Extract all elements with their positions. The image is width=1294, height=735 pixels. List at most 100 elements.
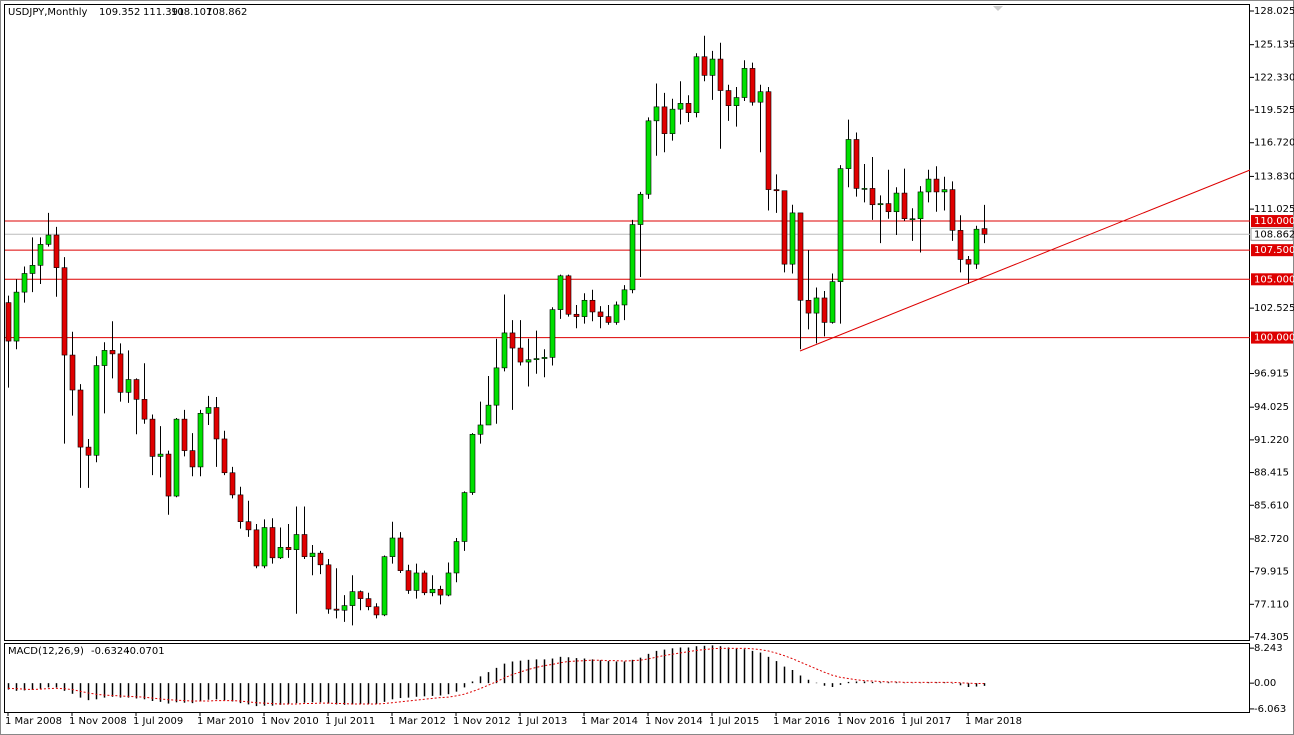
candle-body bbox=[261, 527, 268, 567]
y-tick-label: 74.305 bbox=[1254, 632, 1289, 643]
header-high: 111.391 bbox=[143, 7, 184, 18]
x-tick-label: 1 Jul 2017 bbox=[901, 716, 951, 727]
candle-body bbox=[653, 106, 660, 122]
current-price-box bbox=[1250, 227, 1294, 241]
candle-body bbox=[461, 492, 468, 542]
candle-body bbox=[933, 178, 940, 193]
y-tick-label: 96.915 bbox=[1254, 369, 1289, 380]
x-tick-label: 1 Nov 2014 bbox=[645, 716, 703, 727]
candle-body bbox=[565, 275, 572, 315]
y-tick-label: 82.720 bbox=[1254, 534, 1289, 545]
header-open: 109.352 bbox=[99, 7, 140, 18]
candle-body bbox=[149, 418, 156, 457]
candle-body bbox=[717, 58, 724, 91]
candle-body bbox=[229, 472, 236, 496]
candle-body bbox=[405, 570, 412, 591]
y-tick-label: 128.025 bbox=[1254, 6, 1294, 17]
candle-body bbox=[981, 228, 988, 235]
candle-body bbox=[517, 347, 524, 363]
candle-body bbox=[541, 357, 548, 359]
y-tick-label: 88.415 bbox=[1254, 468, 1289, 479]
candle-body bbox=[925, 178, 932, 193]
candle-body bbox=[621, 289, 628, 306]
candle-body bbox=[901, 192, 908, 220]
candle-body bbox=[965, 259, 972, 265]
candle-body bbox=[509, 332, 516, 349]
candle-body bbox=[421, 572, 428, 594]
candle-body bbox=[389, 537, 396, 557]
candle-body bbox=[821, 297, 828, 323]
y-tick-label: 122.330 bbox=[1254, 72, 1294, 83]
x-tick-label: 1 Nov 2012 bbox=[453, 716, 511, 727]
candle-body bbox=[573, 313, 580, 317]
candle-body bbox=[365, 598, 372, 608]
candle-body bbox=[805, 299, 812, 314]
y-tick-label: 111.025 bbox=[1254, 204, 1294, 215]
x-tick-label: 1 Mar 2016 bbox=[773, 716, 830, 727]
candle-body bbox=[205, 407, 212, 414]
candle-body bbox=[853, 139, 860, 189]
candle-body bbox=[13, 291, 20, 342]
candle-body bbox=[677, 103, 684, 110]
candle-body bbox=[797, 212, 804, 301]
candle-body bbox=[589, 299, 596, 313]
candle-body bbox=[333, 608, 340, 611]
candle-body bbox=[285, 547, 292, 550]
candle-body bbox=[429, 588, 436, 594]
candle-body bbox=[189, 450, 196, 468]
candle-body bbox=[773, 189, 780, 192]
candle-body bbox=[693, 56, 700, 113]
x-tick-label: 1 Jul 2013 bbox=[517, 716, 567, 727]
candle-body bbox=[269, 527, 276, 559]
candle-body bbox=[893, 192, 900, 213]
level-label: 100.000 bbox=[1254, 333, 1294, 344]
header-close: 108.862 bbox=[206, 7, 247, 18]
candle-body bbox=[381, 556, 388, 616]
candle-body bbox=[117, 353, 124, 393]
y-tick-label: 94.025 bbox=[1254, 402, 1289, 413]
candle-body bbox=[77, 389, 84, 448]
level-label: 110.000 bbox=[1254, 216, 1294, 227]
candle-body bbox=[829, 281, 836, 323]
x-tick-label: 1 Mar 2012 bbox=[389, 716, 446, 727]
candle-body bbox=[69, 354, 76, 391]
candle-body bbox=[125, 379, 132, 393]
candle-body bbox=[341, 605, 348, 611]
candle-body bbox=[669, 108, 676, 134]
candle-body bbox=[845, 139, 852, 169]
candle-body bbox=[789, 212, 796, 265]
level-label-box bbox=[1251, 273, 1293, 286]
candle-body bbox=[29, 265, 36, 274]
x-tick-label: 1 Mar 2018 bbox=[965, 716, 1022, 727]
candle-body bbox=[485, 404, 492, 426]
macd-value: -0.6324 bbox=[91, 646, 130, 657]
level-label: 107.500 bbox=[1254, 245, 1294, 256]
candle-body bbox=[765, 91, 772, 190]
candle-body bbox=[453, 541, 460, 574]
candle-body bbox=[157, 453, 164, 457]
candle-body bbox=[909, 218, 916, 221]
macd-title: MACD(12,26,9) bbox=[8, 646, 84, 657]
candle-body bbox=[749, 68, 756, 103]
candle-body bbox=[37, 244, 44, 266]
y-tick-label: 125.135 bbox=[1254, 40, 1294, 51]
candle-body bbox=[725, 90, 732, 106]
candle-body bbox=[437, 588, 444, 596]
x-tick-label: 1 Nov 2010 bbox=[261, 716, 319, 727]
candle-body bbox=[685, 103, 692, 113]
trendline bbox=[799, 169, 1251, 352]
candle-body bbox=[213, 407, 220, 440]
x-tick-label: 1 Jul 2009 bbox=[133, 716, 183, 727]
candle-body bbox=[949, 189, 956, 231]
chart-title: USDJPY,Monthly bbox=[8, 7, 88, 18]
candle-body bbox=[469, 433, 476, 493]
candle-body bbox=[613, 304, 620, 323]
x-tick-label: 1 Jul 2011 bbox=[325, 716, 375, 727]
candle-body bbox=[645, 120, 652, 195]
candle-body bbox=[877, 203, 884, 206]
candle-body bbox=[861, 188, 868, 190]
candle-body bbox=[885, 203, 892, 213]
candle-body bbox=[661, 106, 668, 134]
candle-body bbox=[837, 168, 844, 282]
